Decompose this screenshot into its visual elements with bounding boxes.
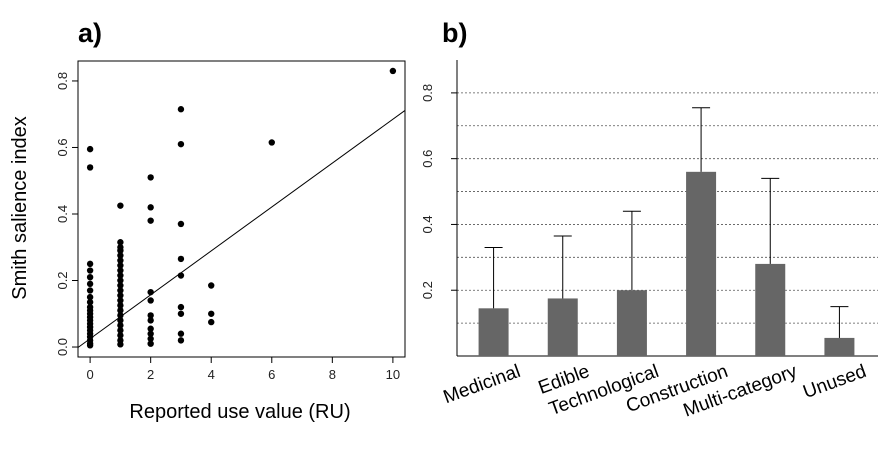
- data-point: [86, 260, 94, 268]
- data-point: [177, 330, 185, 337]
- data-point: [117, 252, 124, 259]
- bar: [824, 337, 855, 356]
- panel-a-scatter: a) 0.0 0.2 0.4 0.6 0.8 0 2 4 6 8 10 Reported use …: [9, 18, 406, 423]
- y-tick-label: 0.6: [420, 150, 435, 168]
- panel-b-gridlines: [457, 92, 878, 324]
- x-tick-label: 4: [208, 367, 215, 382]
- data-point: [147, 204, 154, 211]
- panel-a-x-axis-title: Reported use value (RU): [129, 401, 350, 423]
- data-point: [86, 164, 94, 171]
- y-tick-label: 0.2: [420, 281, 435, 299]
- panel-a-y-axis: 0.0 0.2 0.4 0.6 0.8: [55, 72, 78, 356]
- bar: [616, 290, 647, 356]
- data-point: [117, 277, 124, 284]
- data-point: [117, 341, 124, 348]
- data-point: [177, 220, 185, 228]
- data-point: [117, 317, 124, 324]
- data-point: [117, 272, 124, 279]
- data-point: [117, 312, 124, 319]
- y-tick-label: 0.4: [420, 215, 435, 233]
- data-point: [177, 310, 185, 317]
- data-point: [177, 303, 185, 311]
- data-point: [117, 302, 124, 309]
- y-tick-label: 0.8: [55, 72, 70, 90]
- data-point: [117, 247, 124, 254]
- panel-b-bars: [478, 107, 855, 356]
- data-point: [208, 318, 215, 326]
- data-point: [117, 292, 124, 299]
- data-point: [147, 317, 154, 324]
- data-point: [177, 140, 185, 148]
- data-point: [208, 282, 215, 289]
- data-point: [117, 239, 124, 246]
- bar: [686, 171, 717, 356]
- y-tick-label: 0.4: [55, 205, 70, 223]
- panel-b-letter: b): [442, 18, 467, 48]
- data-point: [147, 297, 154, 304]
- data-point: [208, 310, 215, 317]
- x-tick-label: 10: [386, 367, 400, 382]
- data-point: [147, 217, 154, 224]
- data-point: [147, 174, 154, 181]
- panel-b-bar-chart: b) 0.2 0.4 0.6 0.8 Medicinal EdibleTechnolog…: [420, 18, 878, 422]
- data-point: [268, 139, 275, 146]
- panel-a-plot-frame: [77, 60, 406, 358]
- data-point: [177, 255, 185, 263]
- x-tick-label: 6: [268, 367, 275, 382]
- panel-a-points: [86, 67, 397, 349]
- data-point: [117, 327, 124, 334]
- data-point: [117, 322, 124, 329]
- x-tick-label: 0: [86, 367, 93, 382]
- data-point: [86, 298, 94, 306]
- data-point: [86, 293, 94, 301]
- data-point: [117, 267, 124, 274]
- data-point: [117, 257, 124, 264]
- category-label: Medicinal: [441, 361, 524, 408]
- data-point: [117, 287, 124, 294]
- data-point: [117, 332, 124, 339]
- bar: [478, 308, 509, 356]
- panel-a-x-axis: 0 2 4 6 8 10: [86, 357, 400, 382]
- data-point: [147, 335, 154, 342]
- x-tick-label: 8: [329, 367, 336, 382]
- y-tick-label: 0.6: [55, 138, 70, 156]
- data-point: [177, 106, 185, 113]
- y-tick-label: 0.2: [55, 271, 70, 289]
- data-point: [117, 307, 124, 314]
- data-point: [117, 262, 124, 269]
- panel-b-y-axis: 0.2 0.4 0.6 0.8: [420, 84, 457, 299]
- data-point: [86, 287, 94, 294]
- data-point: [147, 330, 154, 337]
- bar: [755, 263, 786, 356]
- y-tick-label: 0.0: [55, 338, 70, 356]
- x-tick-label: 2: [147, 367, 154, 382]
- data-point: [147, 340, 154, 347]
- data-point: [86, 267, 94, 274]
- data-point: [86, 145, 94, 153]
- data-point: [147, 312, 154, 319]
- bar: [547, 298, 578, 356]
- panel-b-category-labels: Medicinal EdibleTechnologicalConstruction…: [441, 361, 869, 422]
- data-point: [86, 342, 94, 349]
- data-point: [389, 67, 397, 75]
- data-point: [147, 325, 154, 332]
- category-label: Unused: [800, 361, 869, 403]
- data-point: [117, 202, 124, 209]
- panel-a-y-axis-title: Smith salience index: [9, 116, 31, 299]
- data-point: [86, 280, 94, 288]
- data-point: [117, 297, 124, 304]
- regression-line: [77, 110, 406, 348]
- data-point: [177, 337, 185, 344]
- panel-a-letter: a): [78, 18, 102, 48]
- data-point: [86, 273, 94, 281]
- y-tick-label: 0.8: [420, 84, 435, 102]
- data-point: [117, 282, 124, 289]
